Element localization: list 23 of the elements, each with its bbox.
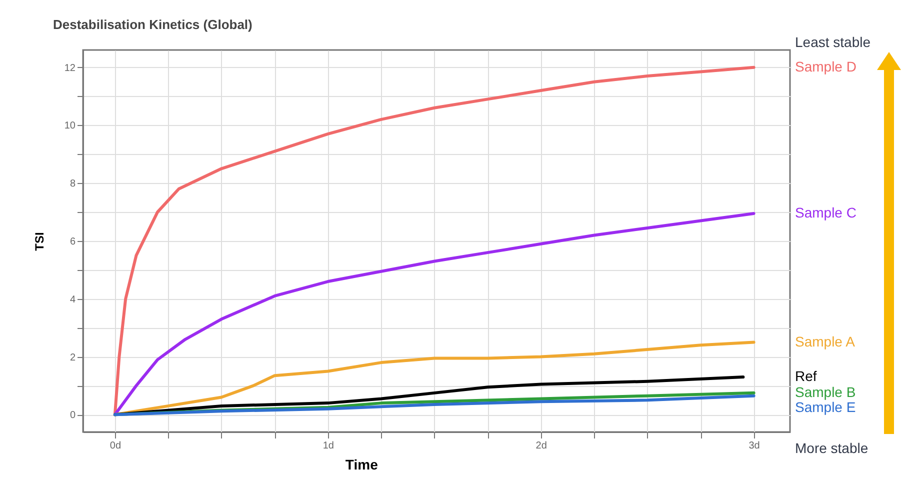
y-tick-label: 0 [70, 410, 76, 422]
x-tick-label: 2d [536, 440, 547, 452]
text: Sample D [795, 58, 856, 74]
x-axis-title: Time [345, 456, 378, 472]
line-series [113, 66, 756, 416]
text: Sample A [795, 333, 856, 350]
y-tick-label: 12 [64, 62, 76, 74]
x-tick-label: 0d [110, 440, 122, 452]
text: Sample C [795, 204, 856, 221]
x-tick-label: 1d [322, 440, 334, 452]
text: Least stable [795, 34, 870, 50]
y-tick-label: 6 [70, 236, 76, 248]
text: Sample B [795, 384, 856, 400]
y-tick-label: 4 [70, 294, 76, 306]
text: Sample E [795, 398, 856, 415]
x-tick-label: 3d [748, 440, 760, 452]
y-tick-label: 10 [64, 120, 76, 132]
y-tick-label: 2 [70, 352, 76, 364]
y-tick-label: 8 [70, 178, 76, 190]
chart-title: Destabilisation Kinetics (Global) [53, 17, 252, 32]
y-axis-title: TSI [32, 232, 46, 251]
text: Ref [795, 368, 817, 384]
text: More stable [795, 440, 868, 456]
